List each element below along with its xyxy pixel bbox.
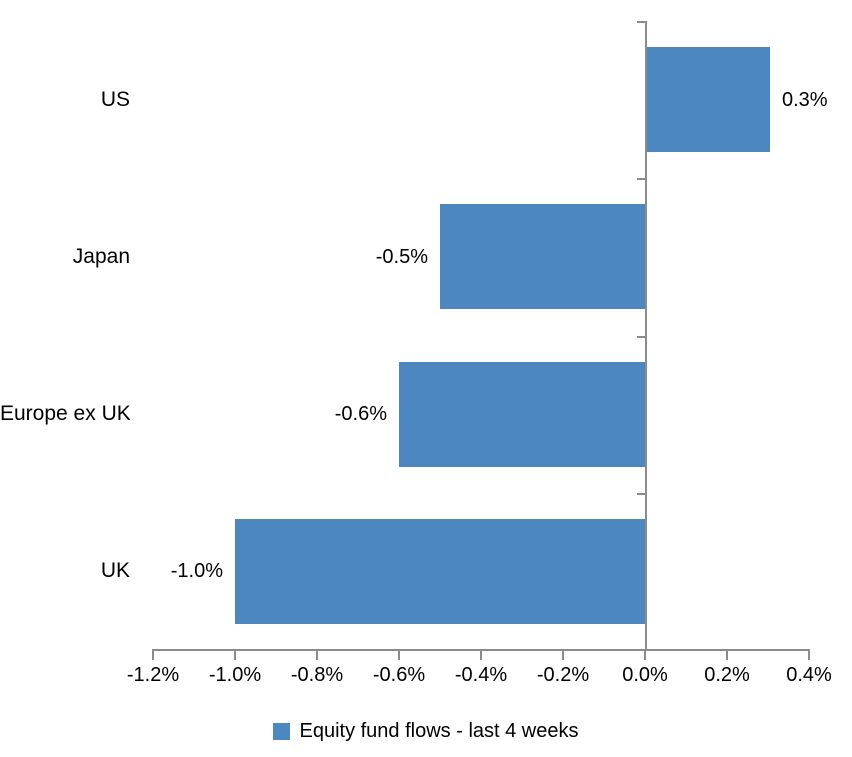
legend-label: Equity fund flows - last 4 weeks bbox=[299, 719, 579, 742]
y-axis-tick bbox=[637, 336, 645, 338]
x-axis-tick bbox=[234, 651, 236, 660]
bar bbox=[647, 47, 770, 152]
x-axis-tick-label: 0.2% bbox=[704, 664, 750, 686]
bar-data-label: 0.3% bbox=[782, 89, 828, 111]
x-axis-tick bbox=[644, 651, 646, 660]
x-axis-tick bbox=[726, 651, 728, 660]
category-label: UK bbox=[100, 559, 130, 582]
bar bbox=[235, 519, 645, 624]
x-axis-line bbox=[152, 649, 810, 651]
x-axis-tick-label: -0.4% bbox=[454, 664, 508, 686]
x-axis-tick-label: -0.6% bbox=[372, 664, 426, 686]
bar-data-label: -0.6% bbox=[334, 403, 387, 425]
y-axis-tick bbox=[637, 21, 645, 23]
category-label: Europe ex UK bbox=[0, 402, 131, 425]
x-axis-tick bbox=[152, 651, 154, 660]
bar bbox=[440, 204, 645, 309]
x-axis-tick-label: -1.0% bbox=[208, 664, 262, 686]
x-axis-tick-label: 0.0% bbox=[622, 664, 668, 686]
x-axis-tick-label: -0.2% bbox=[536, 664, 590, 686]
bar-data-label: -0.5% bbox=[375, 246, 428, 268]
y-axis-tick bbox=[637, 178, 645, 180]
category-label: Japan bbox=[72, 245, 130, 268]
legend-swatch-icon bbox=[273, 722, 291, 740]
x-axis-tick bbox=[480, 651, 482, 660]
y-axis-tick bbox=[637, 493, 645, 495]
x-axis-tick-label: -1.2% bbox=[126, 664, 180, 686]
zero-axis-line bbox=[645, 21, 647, 650]
x-axis-tick-label: -0.8% bbox=[290, 664, 344, 686]
x-axis-tick bbox=[398, 651, 400, 660]
bar-data-label: -1.0% bbox=[170, 560, 223, 582]
x-axis-tick bbox=[562, 651, 564, 660]
x-axis-tick bbox=[808, 651, 810, 660]
x-axis-tick bbox=[316, 651, 318, 660]
x-axis-tick-label: 0.4% bbox=[786, 664, 832, 686]
category-label: US bbox=[100, 88, 130, 111]
legend: Equity fund flows - last 4 weeks bbox=[0, 717, 852, 745]
bar bbox=[399, 362, 645, 467]
